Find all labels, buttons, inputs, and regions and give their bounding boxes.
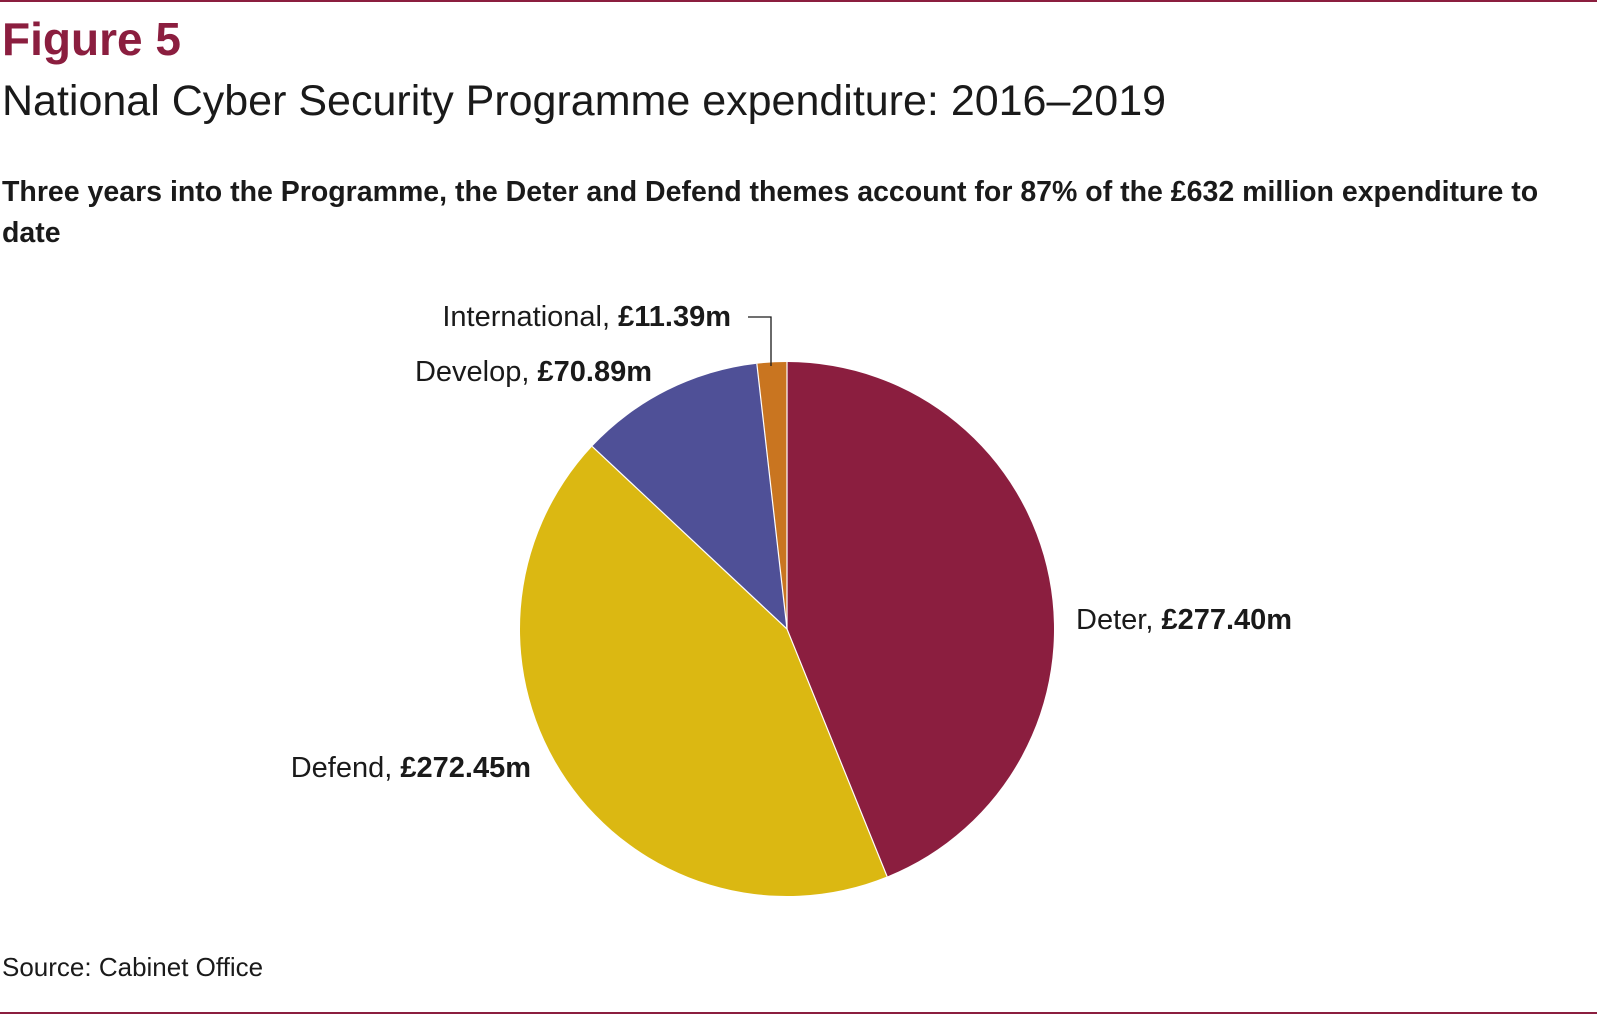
figure-subtitle: Three years into the Programme, the Dete… [2, 176, 1539, 249]
leader-line-international [748, 316, 772, 366]
slice-label-name: Deter, [1076, 604, 1161, 636]
pie-slice-defend [520, 446, 888, 896]
slice-label-value: £11.39m [618, 301, 731, 333]
pie-slice-develop [592, 363, 787, 629]
figure-label: Figure 5 [2, 13, 181, 65]
slice-label-value: £272.45m [400, 752, 531, 784]
slice-label-name: Develop, [415, 356, 538, 388]
slice-label-defend: Defend, £272.45m [291, 752, 531, 784]
slice-separator [786, 628, 888, 877]
slice-label-international: International, £11.39m [442, 301, 731, 333]
slice-label-name: International, [442, 301, 618, 333]
pie-slice-deter [787, 362, 1054, 877]
slice-label-value: £70.89m [538, 356, 653, 388]
source-note: Source: Cabinet Office [2, 952, 264, 982]
pie-labels: Deter, £277.40m Defend, £272.45m Develop, … [291, 301, 1292, 784]
slice-label-name: Defend, [291, 752, 401, 784]
slice-separator [756, 363, 788, 630]
figure-title: National Cyber Security Programme expend… [2, 77, 1167, 125]
slice-label-deter: Deter, £277.40m [1076, 604, 1292, 636]
slice-label-value: £277.40m [1161, 604, 1292, 636]
slice-label-develop: Develop, £70.89m [415, 356, 652, 388]
top-rule [0, 0, 1597, 2]
slice-separator [591, 445, 788, 630]
pie-slices [520, 362, 1054, 896]
bottom-rule [0, 1012, 1597, 1014]
